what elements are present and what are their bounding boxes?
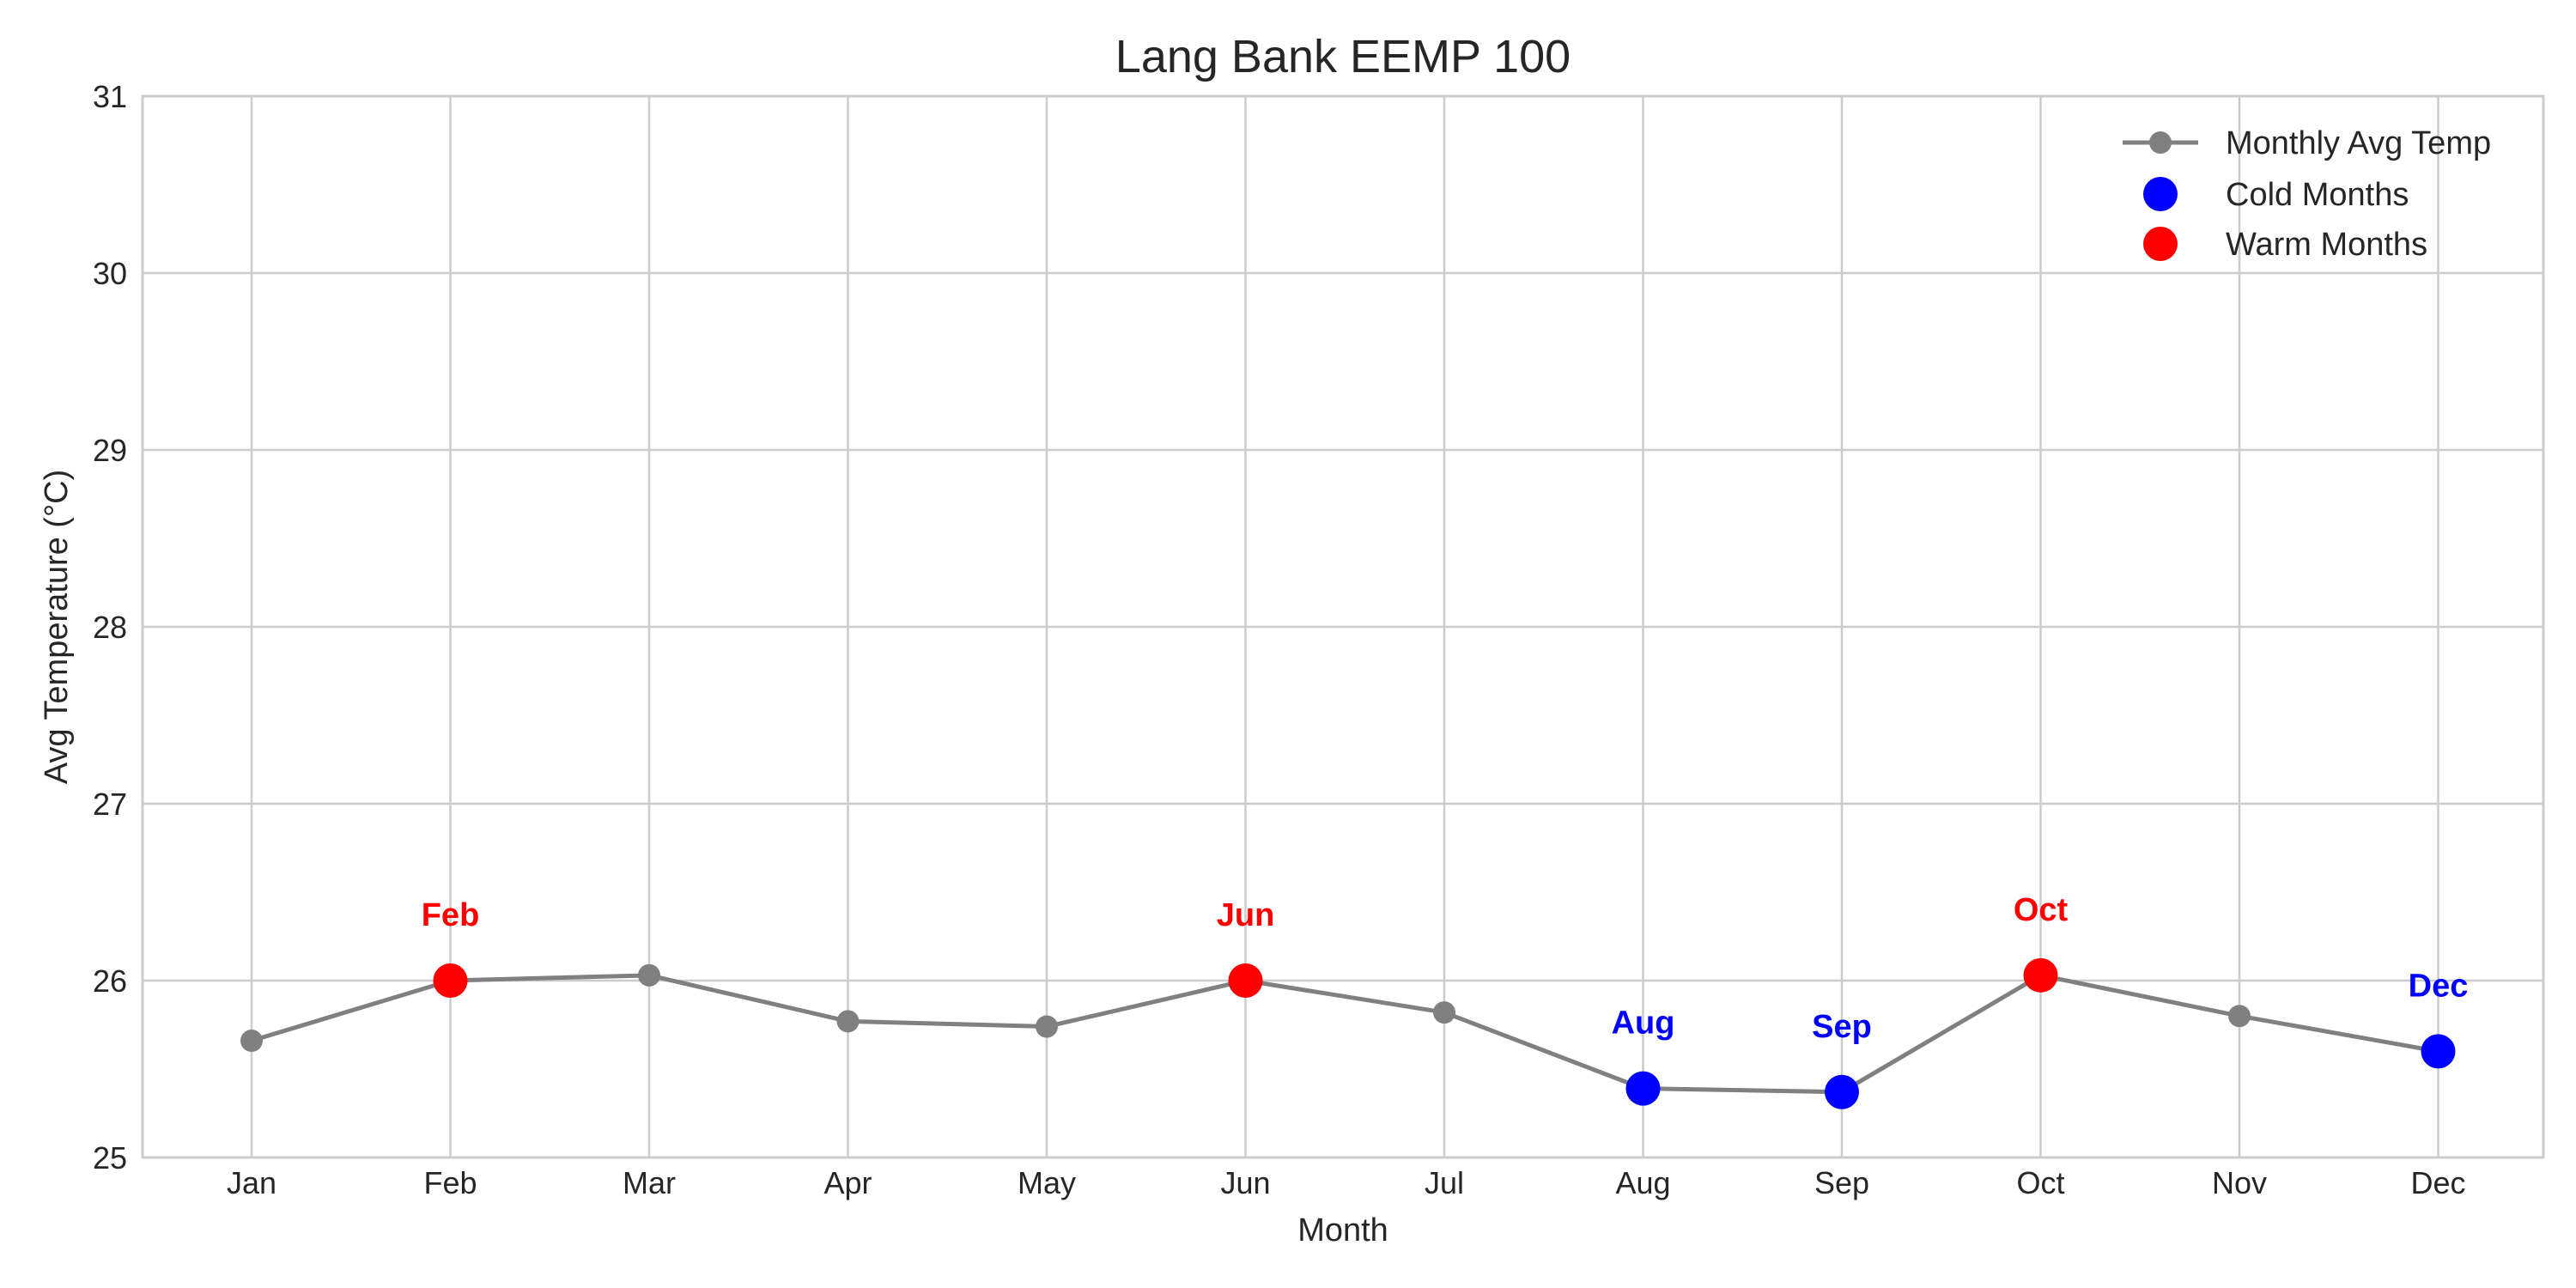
warm-months-point-feb — [433, 963, 468, 998]
point-label-dec: Dec — [2409, 968, 2469, 1004]
annotation-layer: Feb Jun Oct Aug Sep Dec — [422, 892, 2469, 1045]
x-tick-label: Jul — [1425, 1165, 1464, 1200]
warm-months-point-jun — [1228, 963, 1263, 998]
x-axis-title: Month — [1297, 1212, 1388, 1249]
chart-title: Lang Bank EEMP 100 — [1115, 31, 1571, 82]
series-line-monthly-avg-temp — [251, 973, 2439, 1095]
x-tick-label: Aug — [1615, 1165, 1670, 1200]
x-tick-label: Mar — [623, 1165, 676, 1200]
point-label-feb: Feb — [422, 897, 480, 933]
data-point-jul — [1433, 1001, 1455, 1024]
point-label-sep: Sep — [1812, 1009, 1872, 1045]
x-tick-label: Feb — [423, 1165, 477, 1200]
legend-label-warm-months: Warm Months — [2226, 227, 2427, 263]
y-tick-label: 28 — [93, 610, 127, 645]
y-axis: 25 26 27 28 29 30 31 — [93, 79, 127, 1176]
x-tick-label: Jun — [1220, 1165, 1270, 1200]
data-point-mar — [638, 963, 660, 987]
plot-frame — [141, 94, 2545, 1159]
legend-label-cold-months: Cold Months — [2226, 177, 2409, 213]
legend-label-monthly-avg-temp: Monthly Avg Temp — [2226, 125, 2491, 161]
x-axis: Jan Feb Mar Apr May Jun Jul Aug Sep Oct Nov Dec — [227, 1165, 2466, 1200]
legend-marker-warm-months — [2143, 227, 2178, 261]
y-tick-label: 31 — [93, 79, 127, 114]
y-axis-title: Avg Temperature (°C) — [39, 470, 75, 785]
point-label-oct: Oct — [2014, 892, 2069, 928]
x-tick-label: Sep — [1814, 1165, 1869, 1200]
y-tick-label: 27 — [93, 787, 127, 822]
cold-months-point-aug — [1625, 1071, 1661, 1106]
data-point-jan — [240, 1030, 263, 1053]
point-label-jun: Jun — [1217, 897, 1275, 933]
legend: Monthly Avg Temp Cold Months Warm Months — [2123, 125, 2491, 263]
x-tick-label: Nov — [2212, 1165, 2267, 1200]
x-tick-label: Oct — [2016, 1165, 2064, 1200]
legend-marker-monthly-avg-temp — [2149, 131, 2172, 154]
x-tick-label: May — [1018, 1165, 1076, 1200]
legend-marker-cold-months — [2143, 177, 2178, 211]
data-point-apr — [836, 1010, 860, 1033]
data-point-may — [1036, 1015, 1058, 1038]
grid-layer — [143, 94, 2543, 1159]
cold-months-point-sep — [1825, 1074, 1859, 1109]
data-point-nov — [2228, 1005, 2251, 1028]
warm-months-point-oct — [2023, 957, 2058, 993]
x-tick-label: Dec — [2410, 1165, 2465, 1200]
y-tick-label: 25 — [93, 1140, 127, 1176]
point-label-aug: Aug — [1612, 1005, 1675, 1042]
series-layer — [240, 957, 2456, 1109]
y-tick-label: 30 — [93, 256, 127, 291]
cold-months-point-dec — [2421, 1034, 2456, 1069]
x-tick-label: Jan — [227, 1165, 276, 1200]
y-tick-label: 26 — [93, 963, 127, 999]
y-tick-label: 29 — [93, 433, 127, 468]
x-tick-label: Apr — [823, 1165, 872, 1200]
